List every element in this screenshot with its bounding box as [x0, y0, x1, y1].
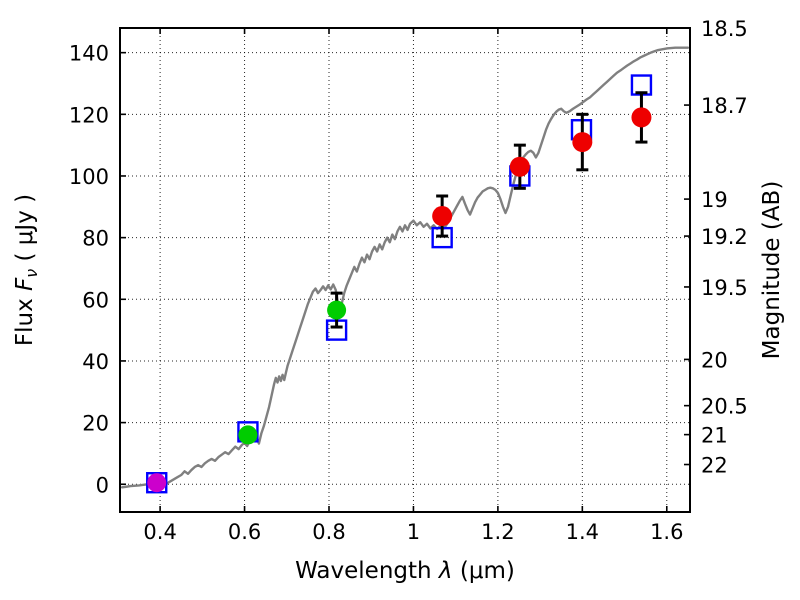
x-tick-label: 1.2: [481, 520, 514, 544]
y-axis-title-symbol: F: [12, 277, 38, 291]
observed-circle-markers: [147, 107, 652, 493]
y-axis-title: Flux Fν ( μJy ): [12, 194, 41, 346]
observed-circle-marker: [238, 425, 258, 445]
svg-text:Wavelength λ (μm): Wavelength λ (μm): [295, 558, 515, 584]
y2-tick-label: 20: [701, 348, 728, 372]
y2-tick-label: 22: [701, 454, 728, 478]
y2-tick-label: 19.5: [701, 276, 748, 300]
y-axis-title-word: Flux: [12, 298, 38, 346]
grid-lines-vertical: [159, 28, 668, 512]
y2-axis-ticks: [684, 27, 690, 466]
y2-tick-label: 19.2: [701, 225, 748, 249]
x-axis-ticks: [159, 28, 668, 512]
plot-area-background: [120, 28, 690, 512]
y2-axis-title: Magnitude (AB): [759, 181, 785, 360]
y-tick-label: 120: [69, 103, 109, 127]
observed-circle-marker: [147, 473, 167, 493]
y-axis-title-units: ( μJy ): [12, 194, 38, 262]
y-axis-ticks: [120, 51, 126, 486]
y-tick-label: 80: [82, 227, 109, 251]
x-tick-label: 0.8: [312, 520, 345, 544]
observed-circle-marker: [432, 206, 453, 227]
x-tick-label: 1.6: [650, 520, 683, 544]
y-tick-label: 100: [69, 165, 109, 189]
observed-circle-marker: [327, 300, 347, 320]
y-tick-label: 20: [82, 412, 109, 436]
observed-circle-marker: [631, 107, 652, 128]
x-axis-title-symbol: λ: [437, 558, 453, 584]
y-tick-label: 140: [69, 42, 109, 66]
y-axis-tick-labels: 0 20 40 60 80 100 120 140: [69, 42, 109, 498]
y2-axis-title-text: Magnitude (AB): [759, 181, 785, 360]
y2-tick-label: 19: [701, 188, 728, 212]
x-axis-tick-labels: 0.4 0.6 0.8 1 1.2 1.4 1.6: [143, 520, 683, 544]
svg-text:Flux Fν ( μJy ): Flux Fν ( μJy ): [12, 194, 41, 346]
x-axis-title-word: Wavelength: [295, 558, 431, 584]
x-tick-label: 1: [407, 520, 420, 544]
y-tick-label: 60: [82, 288, 109, 312]
observed-circle-marker: [572, 132, 593, 153]
x-tick-label: 0.4: [143, 520, 176, 544]
grid-lines-horizontal: [120, 52, 690, 485]
x-axis-title: Wavelength λ (μm): [295, 558, 515, 584]
y-tick-label: 40: [82, 350, 109, 374]
x-axis-title-units: (μm): [460, 558, 515, 584]
y2-axis-tick-labels: 18.5 18.7 19 19.2 19.5 20 20.5 21 22: [701, 17, 748, 478]
y2-tick-label: 18.7: [701, 94, 748, 118]
x-tick-label: 0.6: [228, 520, 261, 544]
y2-tick-label: 21: [701, 424, 728, 448]
y-tick-label: 0: [96, 473, 109, 497]
y-axis-title-subscript: ν: [22, 269, 41, 278]
observed-circle-marker: [509, 156, 530, 177]
x-tick-label: 1.4: [566, 520, 599, 544]
y2-tick-label: 20.5: [701, 395, 748, 419]
y2-tick-label: 18.5: [701, 17, 748, 41]
axes-frame: [119, 27, 691, 513]
